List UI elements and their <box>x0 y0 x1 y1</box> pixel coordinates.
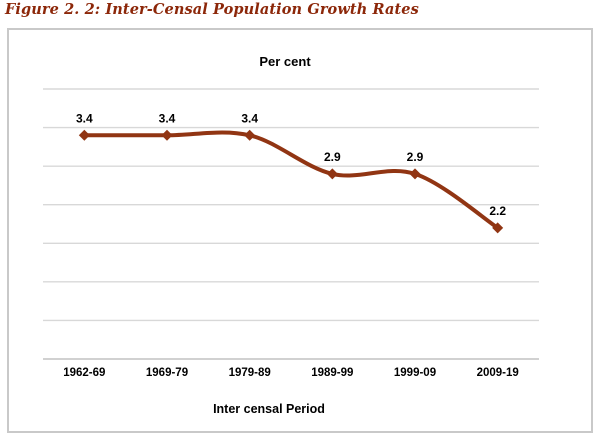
data-point-marker <box>78 129 90 141</box>
series-line-group <box>78 129 504 234</box>
x-tick-label: 1969-79 <box>146 367 188 379</box>
data-label: 2.9 <box>324 150 341 164</box>
data-label: 2.9 <box>407 150 424 164</box>
x-tick-label: 1989-99 <box>311 367 353 379</box>
series-line <box>82 130 500 230</box>
data-point-marker <box>492 222 504 234</box>
data-point-marker <box>326 168 338 180</box>
data-label: 3.4 <box>159 111 176 125</box>
data-point-marker <box>244 129 256 141</box>
chart-title: Per cent <box>259 54 311 69</box>
x-tick-label: 1962-69 <box>63 367 105 379</box>
x-axis-title: Inter censal Period <box>213 402 325 416</box>
data-label: 3.4 <box>76 111 93 125</box>
x-tick-labels-group: 1962-69 1969-79 1979-89 1989-99 1999-09 2009-… <box>63 367 519 379</box>
gridlines <box>43 88 539 360</box>
data-label: 3.4 <box>241 111 258 125</box>
data-labels-group: 3.4 3.4 3.4 2.9 2.9 2.2 <box>76 111 506 218</box>
x-tick-label: 1979-89 <box>229 367 271 379</box>
x-tick-label: 2009-19 <box>477 367 519 379</box>
x-tick-label: 1999-09 <box>394 367 436 379</box>
data-point-marker <box>409 168 421 180</box>
chart-container: 3.4 3.4 3.4 2.9 2.9 2.2 1962-69 1969-79 1979-89… <box>7 28 593 433</box>
figure-title: Figure 2. 2: Inter-Censal Population Gro… <box>5 1 419 18</box>
line-chart: 3.4 3.4 3.4 2.9 2.9 2.2 1962-69 1969-79 1979-89… <box>43 54 539 416</box>
data-point-marker <box>161 129 173 141</box>
data-label: 2.2 <box>489 204 506 218</box>
